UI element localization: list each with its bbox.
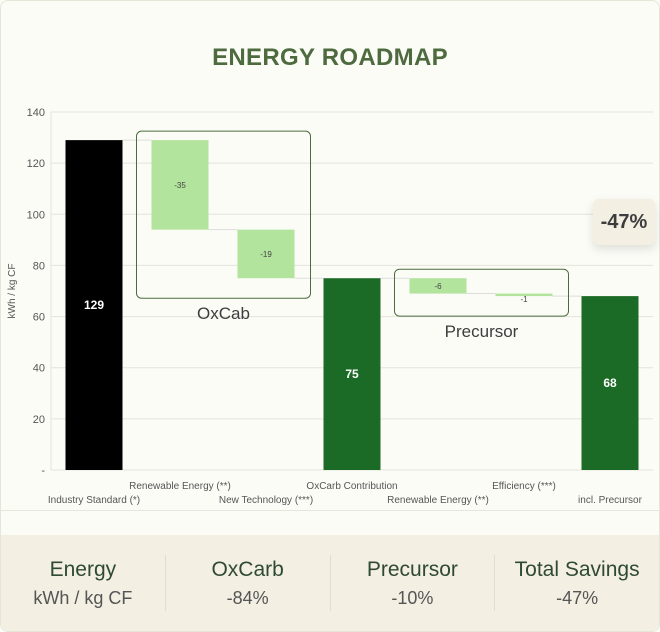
bar-delta: [237, 229, 295, 279]
x-category-label: Industry Standard (*): [48, 495, 140, 506]
summary-oxcarb: OxCarb -84%: [164, 555, 330, 611]
y-tick-label: 100: [27, 209, 45, 221]
bar-value-label: -1: [520, 295, 528, 304]
x-category-label: Renewable Energy (**): [387, 495, 489, 506]
group-box: [394, 268, 569, 317]
summary-heading: OxCarb: [211, 557, 284, 581]
summary-energy: Energy kWh / kg CF: [1, 555, 165, 611]
summary-value: -84%: [226, 587, 269, 608]
bar-delta: [151, 140, 209, 230]
bar-value-label: -19: [260, 250, 272, 259]
summary-heading: Precursor: [366, 557, 458, 581]
bar-delta: [409, 278, 467, 294]
bar-value-label: 75: [345, 367, 359, 381]
group-label: OxCab: [197, 304, 250, 323]
bar-total: [65, 140, 123, 470]
bar-total: [581, 296, 639, 470]
summary-value: kWh / kg CF: [33, 587, 133, 608]
x-category-label: Renewable Energy (**): [129, 481, 231, 492]
y-tick-label: 120: [27, 158, 45, 170]
bar-total: [323, 278, 381, 470]
total-savings-badge: -47%: [593, 199, 655, 245]
bar-delta: [495, 293, 553, 297]
x-category-label: New Technology (***): [219, 495, 313, 506]
group-label: Precursor: [445, 322, 519, 341]
y-tick-label: 80: [33, 260, 45, 272]
summary-value: -10%: [391, 587, 434, 608]
summary-value: -47%: [556, 587, 599, 608]
bar-value-label: 68: [603, 376, 617, 390]
summary-panel: Energy kWh / kg CF OxCarb -84% Precursor…: [1, 535, 659, 631]
divider: [0, 510, 660, 511]
y-tick-label: -: [41, 465, 45, 477]
x-category-label: Efficiency (***): [492, 481, 556, 492]
y-axis-label: kWh / kg CF: [7, 263, 18, 318]
summary-heading: Total Savings: [514, 557, 640, 581]
y-tick-label: 40: [33, 363, 45, 375]
group-box: [136, 130, 311, 299]
summary-precursor: Precursor -10%: [329, 555, 495, 611]
summary-heading: Energy: [49, 557, 117, 581]
y-tick-label: 60: [33, 312, 45, 324]
bar-value-label: 129: [84, 298, 104, 312]
x-category-label: OxCarb Contribution: [306, 481, 397, 492]
chart-title: ENERGY ROADMAP: [212, 44, 448, 71]
summary-total-savings: Total Savings -47%: [494, 555, 659, 611]
x-category-label: incl. Precursor: [578, 495, 643, 506]
bar-value-label: -6: [434, 282, 442, 291]
waterfall-chart: - 20 40 60 80 100 120 140 kWh / kg CF 129 Industry…: [7, 107, 653, 506]
y-tick-label: 20: [33, 414, 45, 426]
bar-value-label: -35: [174, 181, 186, 190]
y-tick-label: 140: [27, 107, 45, 119]
